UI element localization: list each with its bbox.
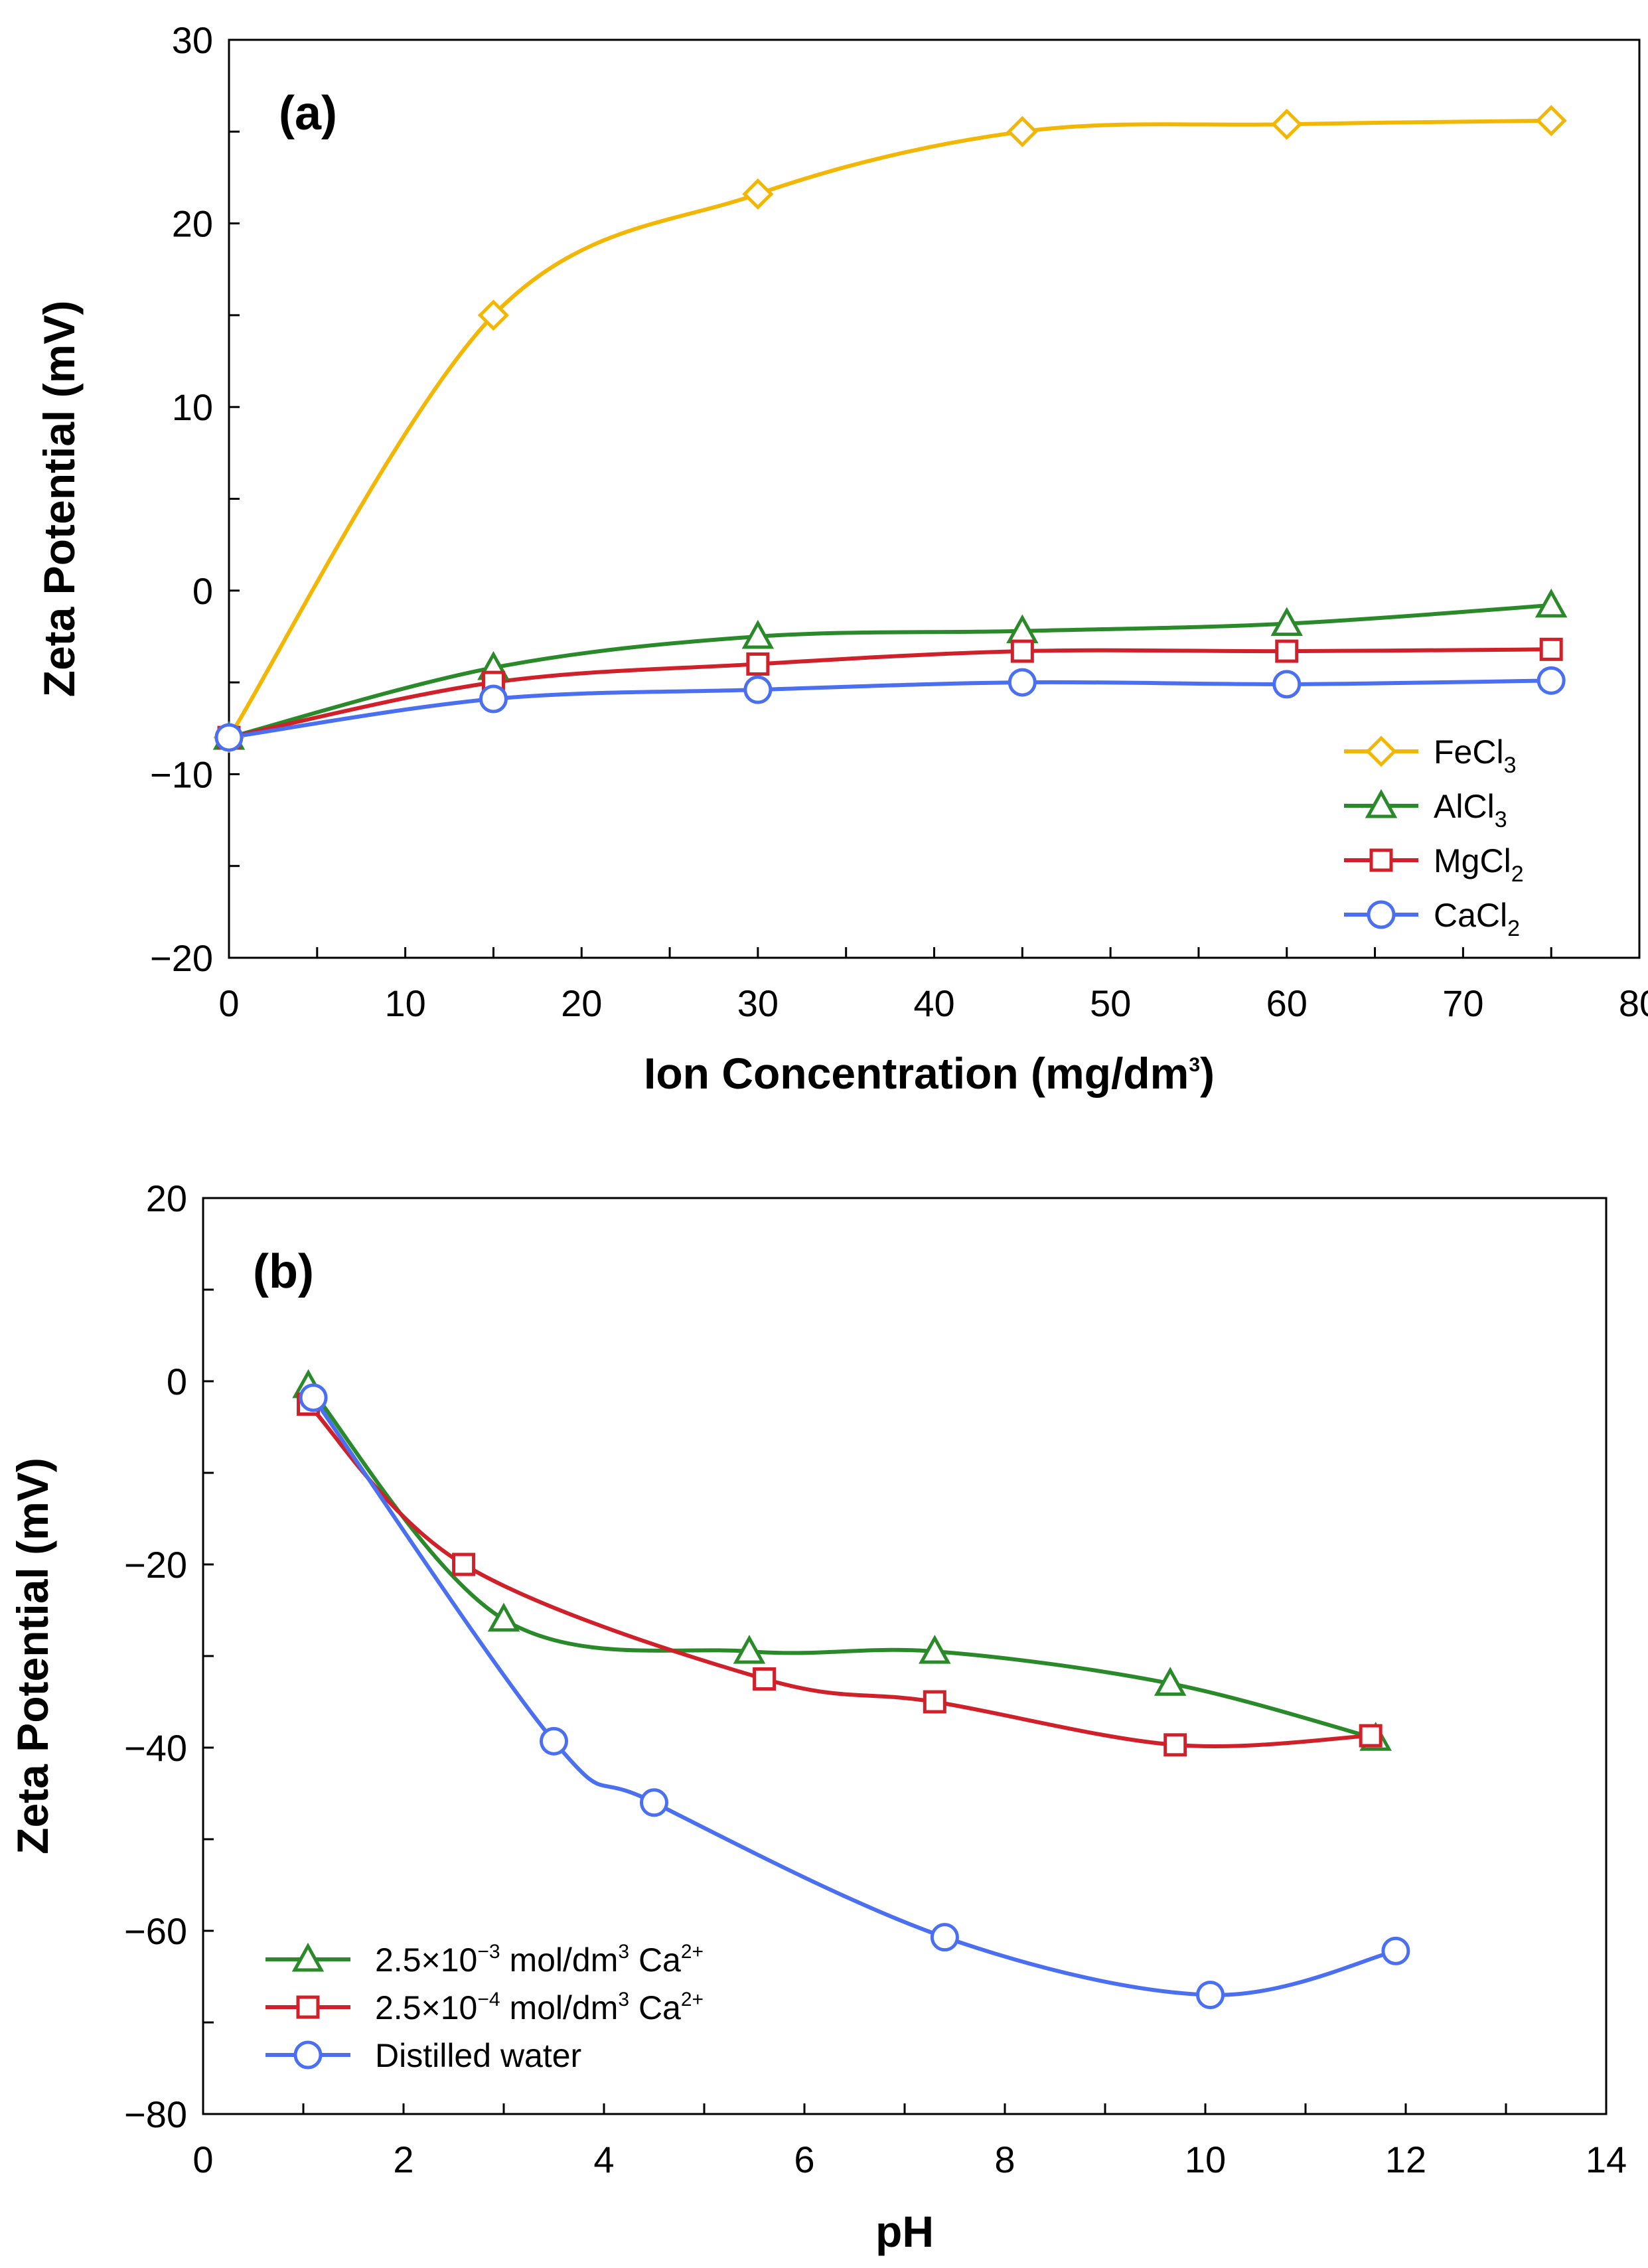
data-point-circle	[640, 1788, 668, 1817]
chart-b: 0 2 4 6 8 10 12 14 −80 −60 −40 −20 0 20 (b) Zeta Potent…	[8, 1177, 1627, 2256]
y-tick-label: 20	[172, 203, 213, 245]
data-point-circle	[214, 723, 244, 752]
plot-frame	[228, 38, 1641, 959]
x-tick-label: 14	[1586, 2139, 1627, 2180]
legend-marker-diamond	[1365, 735, 1397, 767]
x-tick-label: 40	[913, 982, 954, 1024]
legend-marker-square	[1369, 848, 1393, 872]
legend-label: Distilled water	[375, 2037, 581, 2074]
data-point-triangle	[1154, 1667, 1187, 1696]
legend-label: MgCl2	[1434, 842, 1524, 887]
x-axis-title: Ion Concentration (mg/dm3)	[644, 1049, 1215, 1098]
data-point-square	[1539, 637, 1563, 661]
x-tick-label: 4	[593, 2139, 614, 2180]
x-tick-label: 60	[1266, 982, 1308, 1024]
x-tick-label: 80	[1619, 982, 1648, 1024]
data-point-square	[1275, 639, 1299, 663]
data-point-diamond	[1535, 105, 1567, 137]
data-point-triangle	[487, 1602, 520, 1632]
x-tick-label: 30	[737, 982, 779, 1024]
legend-label: FeCl3	[1434, 733, 1517, 778]
y-tick-label: −20	[124, 1544, 187, 1586]
series-line-triangle	[307, 1384, 1377, 1741]
y-tick-label: −40	[124, 1727, 187, 1769]
legend-marker-circle	[293, 2040, 323, 2070]
x-tick-label: 50	[1090, 982, 1131, 1024]
data-point-circle	[1196, 1981, 1225, 2010]
y-axis-title: Zeta Potential (mV)	[8, 1458, 57, 1854]
data-point-circle	[930, 1923, 959, 1952]
y-tick-label: −10	[150, 753, 213, 795]
data-point-square	[1163, 1733, 1187, 1757]
data-point-circle	[1272, 670, 1302, 699]
data-point-triangle	[919, 1634, 951, 1664]
y-tick-label: 30	[172, 19, 213, 61]
x-tick-label: 6	[794, 2139, 814, 2180]
data-point-circle	[299, 1383, 328, 1412]
data-point-square	[923, 1690, 946, 1714]
x-tick-label: 2	[393, 2139, 413, 2180]
x-tick-label: 12	[1385, 2139, 1426, 2180]
data-point-circle	[540, 1726, 568, 1756]
legend-label: 2.5×10−3 mol/dm3 Ca2+	[375, 1941, 704, 1979]
data-point-square	[1359, 1724, 1383, 1748]
x-tick-label: 8	[994, 2139, 1015, 2180]
y-axis-title: Zeta Potential (mV)	[35, 301, 84, 698]
y-tick-label: −80	[124, 2093, 187, 2135]
data-point-square	[746, 652, 770, 676]
x-axis-title: pH	[875, 2207, 934, 2256]
y-tick-label: 20	[146, 1177, 187, 1219]
chart-a: 0 10 20 30 40 50 60 70 80 −20 −10 0 10 20 30 (a) Zeta Po…	[35, 19, 1648, 1098]
legend-label: 2.5×10−4 mol/dm3 Ca2+	[375, 1989, 704, 2026]
x-tick-label: 0	[192, 2139, 213, 2180]
data-point-circle	[1008, 668, 1037, 697]
series-line-square	[228, 647, 1552, 740]
legend-label: CaCl2	[1434, 897, 1520, 941]
x-tick-label: 10	[1185, 2139, 1226, 2180]
panel-label: (a)	[279, 87, 337, 140]
y-tick-label: 10	[172, 386, 213, 428]
series-line-diamond	[227, 118, 1552, 739]
series-line-triangle	[228, 603, 1552, 739]
data-point-circle	[479, 684, 508, 714]
x-tick-label: 70	[1442, 982, 1483, 1024]
x-tick-label: 10	[384, 982, 425, 1024]
data-point-circle	[1381, 1936, 1410, 1965]
data-point-diamond	[1271, 108, 1303, 140]
data-point-diamond	[477, 299, 509, 331]
data-point-triangle	[1535, 588, 1568, 618]
legend-label: AlCl3	[1434, 788, 1507, 832]
y-tick-label: −60	[124, 1910, 187, 1952]
data-point-square	[753, 1667, 777, 1691]
legend-marker-triangle	[291, 1942, 325, 1972]
series-line-circle	[228, 678, 1552, 740]
panel-label: (b)	[253, 1245, 314, 1298]
legend-marker-triangle	[1365, 789, 1398, 818]
legend-marker-circle	[1367, 900, 1396, 929]
data-point-triangle	[733, 1634, 766, 1664]
y-tick-label: 0	[192, 570, 213, 612]
series-line-square	[307, 1402, 1371, 1748]
data-point-triangle	[1270, 607, 1303, 637]
x-tick-label: 20	[561, 982, 602, 1024]
y-tick-label: −20	[150, 937, 213, 979]
data-point-circle	[743, 675, 773, 704]
data-point-diamond	[742, 178, 774, 210]
data-point-circle	[1536, 666, 1566, 695]
data-point-triangle	[741, 619, 775, 649]
legend-marker-square	[296, 1995, 320, 2019]
data-point-diamond	[1006, 115, 1038, 147]
y-tick-label: 0	[167, 1361, 187, 1402]
data-point-square	[452, 1552, 476, 1576]
x-tick-label: 0	[218, 982, 239, 1024]
data-point-square	[1010, 639, 1034, 663]
